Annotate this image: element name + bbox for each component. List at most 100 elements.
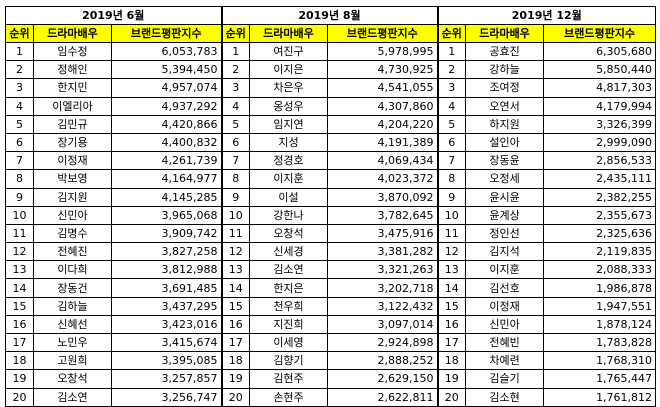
index-value-cell: 4,191,389 [326, 132, 439, 153]
actor-name-cell: 지진희 [249, 314, 328, 335]
actor-name-cell: 공효진 [465, 41, 545, 62]
actor-name-cell: 이지훈 [465, 260, 545, 280]
index-value-cell: 4,261,739 [111, 151, 222, 171]
table-row: 13 이다희 3,812,988 13 김소연 3,321,263 13 이지훈 2,088,3… [5, 260, 657, 280]
table-row: 14 장동건 3,691,485 14 한지은 3,202,718 14 김선호 1,986,8… [5, 278, 657, 298]
index-value-cell: 2,355,673 [543, 205, 657, 225]
index-value-cell: 1,947,551 [543, 296, 657, 316]
rank-cell: 3 [436, 78, 467, 98]
rank-cell: 8 [5, 169, 34, 189]
actor-name-cell: 김민규 [33, 114, 112, 134]
table-row: 15 김하늘 3,437,295 15 천우희 3,122,432 15 이정재 1,947,5… [5, 296, 657, 316]
index-value-cell: 2,088,333 [543, 260, 657, 280]
rank-cell: 2 [436, 60, 467, 80]
rank-cell: 16 [220, 314, 250, 335]
rank-cell: 20 [5, 387, 34, 407]
rank-cell: 15 [220, 296, 250, 316]
actor-name-cell: 김선호 [465, 278, 545, 298]
index-value-cell: 4,937,292 [111, 96, 222, 116]
index-value-cell: 4,420,866 [111, 114, 222, 134]
actor-name-cell: 설인아 [465, 132, 545, 153]
table-row: 2 정해인 5,394,450 2 이지은 4,730,925 2 강하늘 5,850,440 [5, 60, 657, 80]
actor-name-cell: 신민아 [33, 205, 112, 225]
actor-name-cell: 강하늘 [465, 60, 545, 80]
rank-cell: 9 [436, 187, 467, 207]
index-value-cell: 3,782,645 [326, 205, 439, 225]
rank-cell: 14 [220, 278, 250, 298]
index-value-cell: 4,069,434 [326, 151, 439, 171]
header-actor: 드라마배우 [33, 24, 112, 43]
rank-cell: 5 [5, 114, 34, 134]
actor-name-cell: 오연서 [465, 96, 545, 116]
index-value-cell: 2,622,811 [326, 387, 439, 407]
rank-cell: 16 [5, 314, 34, 335]
index-value-cell: 2,435,111 [543, 169, 657, 189]
rank-cell: 3 [5, 78, 34, 98]
actor-name-cell: 하지원 [465, 114, 545, 134]
actor-name-cell: 임수정 [33, 41, 112, 62]
table-row: 1 임수정 6,053,783 1 여진구 5,978,995 1 공효진 6,305,680 [5, 41, 657, 62]
index-value-cell: 2,629,150 [326, 369, 439, 389]
rank-cell: 1 [5, 41, 34, 62]
index-value-cell: 5,850,440 [543, 60, 657, 80]
table-row: 4 이엘리아 4,937,292 4 옹성우 4,307,860 4 오연서 4,179,994 [5, 96, 657, 116]
actor-name-cell: 이지훈 [249, 169, 328, 189]
header-index: 브랜드평판지수 [326, 24, 439, 43]
rank-cell: 20 [436, 387, 467, 407]
rank-cell: 9 [220, 187, 250, 207]
actor-name-cell: 천우희 [249, 296, 328, 316]
index-value-cell: 6,053,783 [111, 41, 222, 62]
table-row: 12 전혜진 3,827,258 12 신세경 3,381,282 12 김지석 2,119,8… [5, 242, 657, 262]
index-value-cell: 2,325,636 [543, 223, 657, 244]
rank-cell: 15 [436, 296, 467, 316]
actor-name-cell: 윤시윤 [465, 187, 545, 207]
index-value-cell: 4,164,977 [111, 169, 222, 189]
rank-cell: 19 [436, 369, 467, 389]
actor-name-cell: 전혜빈 [465, 332, 545, 353]
brand-reputation-table: 2019년 6월 2019년 8월 2019년 12월 순위 드라마배우 브랜드… [5, 6, 657, 407]
index-value-cell: 2,856,533 [543, 151, 657, 171]
actor-name-cell: 장기용 [33, 132, 112, 153]
actor-name-cell: 장동윤 [465, 151, 545, 171]
rank-cell: 8 [220, 169, 250, 189]
index-value-cell: 3,097,014 [326, 314, 439, 335]
header-index: 브랜드평판지수 [111, 24, 222, 43]
actor-name-cell: 이지은 [249, 60, 328, 80]
index-value-cell: 3,256,747 [111, 387, 222, 407]
actor-name-cell: 손현주 [249, 387, 328, 407]
actor-name-cell: 김명수 [33, 223, 112, 244]
table-body: 1 임수정 6,053,783 1 여진구 5,978,995 1 공효진 6,305,680 2… [5, 41, 657, 407]
rank-cell: 6 [436, 132, 467, 153]
table-row: 6 장기용 4,400,832 6 지성 4,191,389 6 설인아 2,999,090 [5, 132, 657, 153]
index-value-cell: 3,122,432 [326, 296, 439, 316]
index-value-cell: 3,691,485 [111, 278, 222, 298]
actor-name-cell: 조여정 [465, 78, 545, 98]
index-value-cell: 1,783,828 [543, 332, 657, 353]
rank-cell: 2 [5, 60, 34, 80]
rank-cell: 1 [220, 41, 250, 62]
period-title-june: 2019년 6월 [5, 6, 222, 25]
index-value-cell: 6,305,680 [543, 41, 657, 62]
period-title-december: 2019년 12월 [436, 6, 657, 25]
rank-cell: 5 [220, 114, 250, 134]
rank-cell: 17 [220, 332, 250, 353]
actor-name-cell: 노민우 [33, 332, 112, 353]
table-row: 10 신민아 3,965,068 10 강한나 3,782,645 10 윤계상 2,355,6… [5, 205, 657, 225]
actor-name-cell: 오창석 [249, 223, 328, 244]
index-value-cell: 1,986,878 [543, 278, 657, 298]
period-title-row: 2019년 6월 2019년 8월 2019년 12월 [5, 6, 657, 25]
actor-name-cell: 신혜선 [33, 314, 112, 335]
index-value-cell: 2,999,090 [543, 132, 657, 153]
rank-cell: 17 [5, 332, 34, 353]
index-value-cell: 4,023,372 [326, 169, 439, 189]
actor-name-cell: 김소현 [465, 387, 545, 407]
rank-cell: 17 [436, 332, 467, 353]
index-value-cell: 4,817,303 [543, 78, 657, 98]
rank-cell: 11 [436, 223, 467, 244]
actor-name-cell: 이엘리아 [33, 96, 112, 116]
rank-cell: 12 [5, 242, 34, 262]
index-value-cell: 3,395,085 [111, 351, 222, 371]
header-rank: 순위 [436, 24, 467, 43]
actor-name-cell: 신세경 [249, 242, 328, 262]
index-value-cell: 2,119,835 [543, 242, 657, 262]
